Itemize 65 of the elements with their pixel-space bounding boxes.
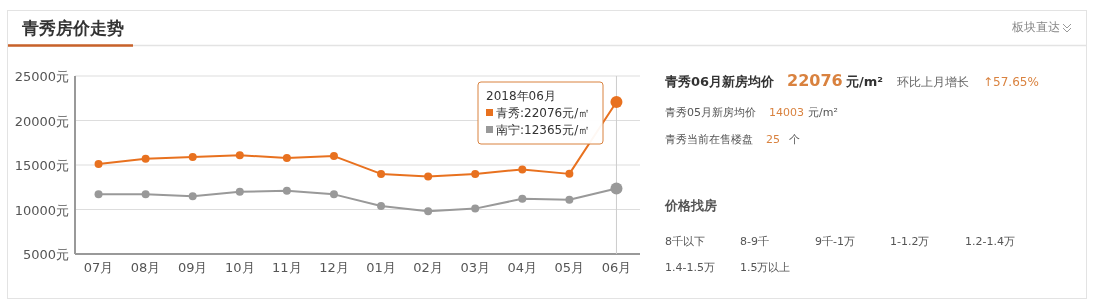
- point: [329, 190, 338, 199]
- x-tick-label: 04月: [507, 260, 538, 275]
- text: 8千以下: [665, 235, 705, 248]
- point: [141, 190, 150, 199]
- annotation: :12365元/㎡: [520, 123, 591, 137]
- text: 元/m²: [808, 106, 838, 119]
- annotation: :22076元/㎡: [520, 106, 591, 120]
- point: [235, 151, 244, 160]
- y-tick-label: 15000元: [14, 158, 69, 173]
- point: [94, 190, 103, 199]
- text: ↑57.65%: [983, 75, 1039, 89]
- text: 环比上月增长: [897, 75, 969, 89]
- point: [235, 187, 244, 196]
- x-tick-label: 12月: [319, 260, 349, 275]
- point: [188, 192, 197, 201]
- point: [565, 195, 574, 204]
- y-tick-label: 10000元: [14, 202, 69, 218]
- text: 1-1.2万: [890, 235, 930, 248]
- point: [377, 201, 386, 210]
- point: [565, 169, 574, 178]
- text: 14003: [769, 106, 804, 119]
- legend-label: 南宁: [496, 123, 520, 137]
- text: 1.5万以上: [740, 261, 791, 274]
- x-tick-label: 02月: [413, 260, 443, 275]
- text: 8-9千: [740, 235, 769, 248]
- x-tick-label: 10月: [225, 260, 255, 275]
- text: 9千-1万: [815, 235, 855, 248]
- x-tick-label: 05月: [554, 260, 585, 275]
- text: 25: [766, 133, 780, 146]
- point: [188, 152, 197, 161]
- text: 1.2-1.4万: [965, 235, 1015, 248]
- point: [282, 186, 291, 195]
- point: [377, 169, 386, 178]
- legend-label: 青秀: [496, 106, 520, 120]
- point: [424, 172, 433, 181]
- point: [94, 160, 103, 169]
- point: [518, 194, 527, 203]
- x-tick-label: 01月: [366, 260, 396, 275]
- y-tick-label: 5000元: [22, 247, 69, 262]
- point: [471, 204, 480, 213]
- point: [282, 153, 291, 162]
- point: [329, 152, 338, 161]
- x-tick-label: 03月: [460, 260, 490, 275]
- point: [141, 154, 150, 163]
- annotation: 2018年06月: [486, 89, 556, 103]
- text: 板块直达: [1011, 20, 1060, 34]
- x-tick-label: 06月: [601, 260, 632, 275]
- x-tick-label: 11月: [272, 260, 302, 275]
- x-tick-label: 08月: [130, 260, 161, 275]
- text: 22076: [787, 71, 843, 90]
- y-tick-label: 20000元: [14, 113, 69, 129]
- x-tick-label: 09月: [177, 260, 208, 275]
- text: 价格找房: [664, 198, 717, 213]
- point: [424, 207, 433, 216]
- text: 1.4-1.5万: [665, 261, 715, 274]
- text: 青秀06月新房均价: [664, 74, 776, 89]
- chart-title: 青秀房价走势: [21, 18, 124, 38]
- y-tick-label: 25000元: [14, 69, 69, 84]
- text: 元/m²: [845, 74, 883, 89]
- x-tick-label: 07月: [83, 260, 114, 275]
- text: 青秀05月新房均价: [665, 106, 756, 119]
- text: 个: [789, 133, 800, 146]
- point: [518, 165, 527, 174]
- text: 青秀当前在售楼盘: [665, 133, 753, 146]
- point: [471, 169, 480, 178]
